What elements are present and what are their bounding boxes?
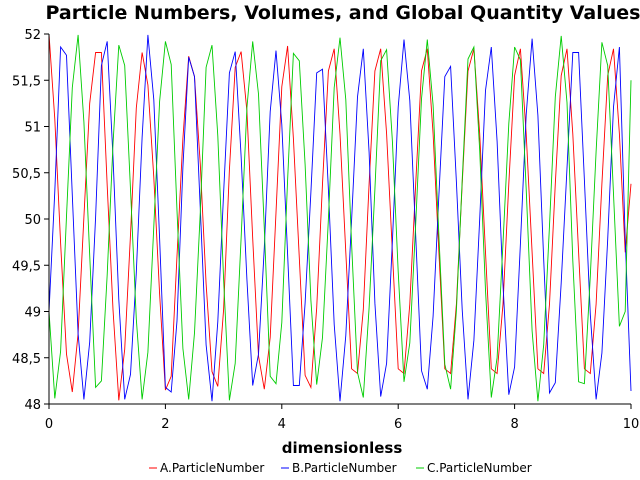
series-line-2 [48, 34, 632, 402]
x-tick-label: 8 [510, 417, 518, 432]
chart-title: Particle Numbers, Volumes, and Global Qu… [46, 2, 640, 24]
y-tick-label: 48 [24, 398, 41, 413]
x-tick-label: 4 [278, 417, 286, 432]
y-tick-label: 48,5 [12, 352, 41, 367]
series-line-3 [48, 34, 632, 402]
legend: A.ParticleNumber B.ParticleNumber C.Partic… [149, 461, 532, 475]
y-tick-label: 52 [24, 28, 41, 43]
legend-label-1: A.ParticleNumber [160, 461, 264, 475]
x-tick-label: 2 [161, 417, 169, 432]
y-tick-label: 51,5 [12, 74, 41, 89]
axes: 0 2 4 6 8 10 48 48,5 49 49,5 50 50,5 51 51,5 52 [12, 28, 639, 432]
y-tick-label: 51 [24, 121, 41, 136]
x-tick-label: 0 [45, 417, 53, 432]
x-axis-label: dimensionless [282, 439, 403, 457]
y-tick-label: 49,5 [12, 259, 41, 274]
x-tick-label: 6 [394, 417, 402, 432]
legend-label-2: B.ParticleNumber [292, 461, 397, 475]
y-tick-label: 50,5 [12, 167, 41, 182]
series-layer [48, 33, 632, 402]
y-tick-label: 49 [24, 306, 41, 321]
y-tick-label: 50 [24, 213, 41, 228]
x-tick-label: 10 [623, 417, 640, 432]
legend-label-3: C.ParticleNumber [427, 461, 532, 475]
